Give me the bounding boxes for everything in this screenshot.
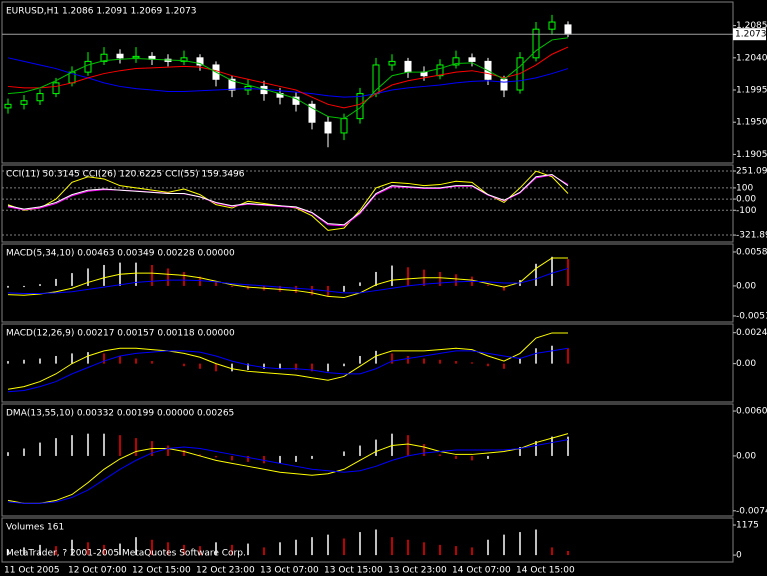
indicator-line [7, 37, 569, 120]
y-tick-label: 0.00242 [736, 328, 767, 338]
y-tick-label: -100 [736, 206, 757, 216]
x-tick-label: 14 Oct 15:00 [516, 566, 575, 576]
y-tick-label: 0.00 [736, 195, 756, 205]
panel-border [1, 323, 734, 403]
y-tick-label: -0.00516 [736, 311, 767, 321]
indicator-line [7, 267, 569, 294]
candle-body [132, 55, 140, 59]
candle-body [228, 78, 236, 91]
panel-border [1, 517, 734, 563]
indicator-line [7, 57, 569, 98]
y-tick-label: 0.00 [736, 451, 756, 461]
candle-body [564, 24, 572, 35]
candle-body [308, 103, 316, 123]
x-tick-label: 14 Oct 07:00 [452, 566, 511, 576]
candle-body [452, 57, 460, 66]
candle-body [180, 57, 188, 62]
candle-body [548, 21, 556, 30]
candle-body [52, 82, 60, 95]
panel-title: DMA(13,55,10) 0.00332 0.00199 0.00000 0.… [6, 409, 234, 419]
y-tick-label: 0.00 [736, 281, 756, 291]
panel-title: EURUSD,H1 1.2086 1.2091 1.2069 1.2073 [6, 7, 197, 17]
candle-body [372, 64, 380, 95]
panel-title: MACD(12,26,9) 0.00217 0.00157 0.00118 0.… [6, 329, 235, 339]
indicator-line [7, 46, 569, 109]
candle-body [196, 57, 204, 66]
candle-body [404, 60, 412, 73]
candle-body [20, 100, 28, 105]
y-tick-label: 1175 [736, 521, 759, 531]
indicator-line [7, 433, 569, 504]
panel-title: Volumes 161 [6, 523, 64, 533]
y-tick-label: -0.0074 [736, 506, 767, 516]
indicator-line [7, 173, 569, 226]
candle-body [340, 118, 348, 134]
last-price-label: 1.2073 [735, 30, 767, 40]
x-tick-label: 12 Oct 23:00 [196, 566, 255, 576]
indicator-line [7, 439, 569, 504]
y-tick-label: 0 [736, 551, 742, 561]
x-tick-label: 12 Oct 15:00 [132, 566, 191, 576]
candle-body [420, 71, 428, 77]
candle-body [388, 60, 396, 66]
candle-body [84, 60, 92, 73]
last-price-box [733, 28, 766, 41]
panel-border [1, 1, 734, 164]
x-tick-label: 12 Oct 07:00 [68, 566, 127, 576]
candle-body [436, 64, 444, 77]
x-tick-label: 13 Oct 15:00 [324, 566, 383, 576]
candle-body [532, 28, 540, 59]
y-tick-label: 100 [736, 183, 753, 193]
y-tick-label: 1.1995 [736, 86, 767, 96]
y-tick-label: 0.00583 [736, 247, 767, 257]
y-tick-label: 1.1905 [736, 150, 767, 160]
x-tick-label: 13 Oct 23:00 [388, 566, 447, 576]
candle-body [100, 53, 108, 62]
credit: MetaTrader, ? 2001-2005 MetaQuotes Softw… [6, 549, 246, 559]
indicator-line [7, 332, 568, 390]
indicator-line [7, 170, 569, 231]
candle-body [36, 93, 44, 102]
y-tick-label: -321.89 [736, 231, 767, 241]
candle-body [500, 78, 508, 91]
y-tick-label: 0.00 [736, 359, 756, 369]
panel-border [1, 403, 734, 517]
indicator-line [7, 174, 569, 227]
panel-title: MACD(5,34,10) 0.00463 0.00349 0.00228 0.… [6, 249, 235, 259]
y-tick-label: 1.1950 [736, 118, 767, 128]
candle-body [324, 121, 332, 134]
y-tick-label: 0.00605 [736, 407, 767, 417]
x-tick-label: 11 Oct 2005 [4, 566, 60, 576]
candle-body [4, 103, 12, 109]
indicator-line [7, 257, 568, 299]
candle-body [116, 53, 124, 59]
candle-body [468, 57, 476, 62]
y-tick-label: 1.2040 [736, 53, 767, 63]
y-tick-label: 1.2085 [736, 21, 767, 31]
y-tick-label: 251.09 [736, 167, 767, 177]
panel-title: CCI(11) 50.3145 CCI(26) 120.6225 CCI(55)… [6, 170, 245, 180]
panel-border [1, 243, 734, 323]
panel-border [1, 164, 734, 243]
indicator-line [7, 347, 569, 393]
x-tick-label: 13 Oct 07:00 [260, 566, 319, 576]
candle-body [356, 93, 364, 120]
